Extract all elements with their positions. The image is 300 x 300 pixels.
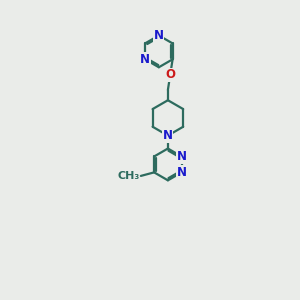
Text: N: N bbox=[177, 150, 187, 163]
Text: N: N bbox=[163, 129, 173, 142]
Text: O: O bbox=[165, 68, 175, 81]
Text: N: N bbox=[154, 29, 164, 42]
Text: N: N bbox=[177, 166, 187, 179]
Text: CH₃: CH₃ bbox=[117, 171, 140, 181]
Text: N: N bbox=[140, 53, 150, 66]
